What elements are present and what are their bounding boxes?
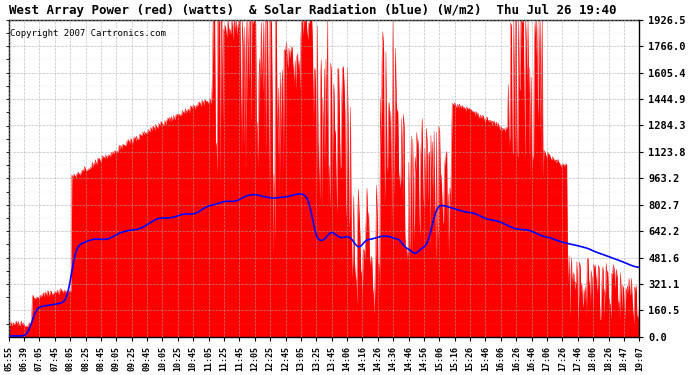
Text: Copyright 2007 Cartronics.com: Copyright 2007 Cartronics.com bbox=[10, 29, 166, 38]
Text: West Array Power (red) (watts)  & Solar Radiation (blue) (W/m2)  Thu Jul 26 19:4: West Array Power (red) (watts) & Solar R… bbox=[9, 4, 616, 17]
